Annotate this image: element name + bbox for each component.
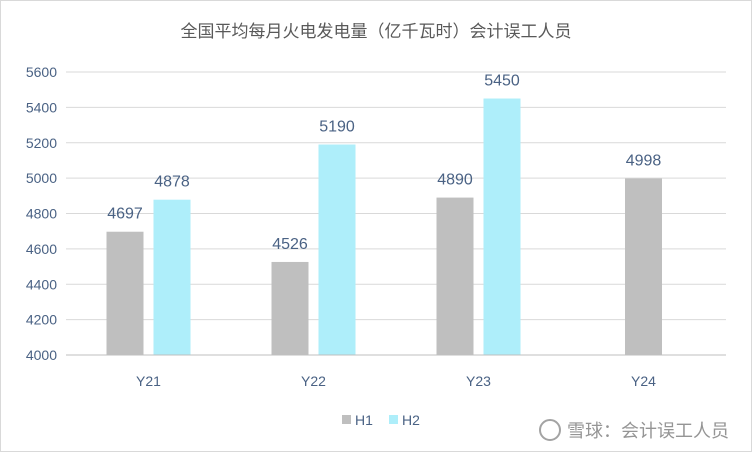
bar-h1-y23: [436, 197, 474, 355]
data-label: 4526: [272, 236, 308, 253]
y-tick-label: 5200: [26, 135, 57, 151]
y-tick-label: 5400: [26, 99, 57, 115]
bar-h1-y22: [271, 261, 309, 355]
data-label: 4697: [107, 206, 143, 223]
data-label: 4878: [154, 174, 190, 191]
y-tick-label: 4800: [26, 206, 57, 222]
y-tick-label: 4200: [26, 312, 57, 328]
bar-h2-y23: [483, 98, 521, 355]
bar-h1-y21: [106, 231, 144, 355]
legend-label-h2: H2: [402, 412, 420, 428]
data-label: 4998: [626, 152, 662, 169]
y-tick-label: 4400: [26, 276, 57, 292]
y-axis-ticks: 4000 4200 4400 4600 4800 5000 5200 5400 5600: [26, 64, 57, 363]
x-category-label: Y24: [631, 373, 656, 389]
x-axis-categories: Y21 Y22 Y23 Y24: [136, 373, 656, 389]
bar-h1-y24: [625, 178, 662, 355]
data-label: 5450: [484, 73, 520, 90]
watermark-text: 雪球：会计误工人员: [567, 421, 729, 442]
x-category-label: Y23: [466, 373, 491, 389]
bar-h2-y22: [318, 144, 356, 355]
legend-swatch-h2: [389, 415, 398, 424]
data-label: 4890: [437, 172, 473, 189]
chart-title: 全国平均每月火电发电量（亿千瓦时）会计误工人员: [181, 22, 572, 42]
y-tick-label: 4600: [26, 241, 57, 257]
bars: [66, 98, 726, 356]
data-labels: 4697 4878 4526 5190 4890 5450 4998: [107, 73, 661, 253]
data-label: 5190: [319, 119, 355, 136]
y-tick-label: 4000: [26, 347, 57, 363]
x-category-label: Y21: [136, 373, 161, 389]
snowball-logo-icon: [539, 419, 561, 441]
bar-h2-y21: [153, 199, 191, 355]
x-category-label: Y22: [301, 373, 326, 389]
watermark: 雪球：会计误工人员: [539, 417, 729, 443]
legend: H1 H2: [342, 412, 420, 428]
legend-swatch-h1: [342, 415, 351, 424]
legend-label-h1: H1: [355, 412, 373, 428]
y-tick-label: 5000: [26, 170, 57, 186]
y-tick-label: 5600: [26, 64, 57, 80]
